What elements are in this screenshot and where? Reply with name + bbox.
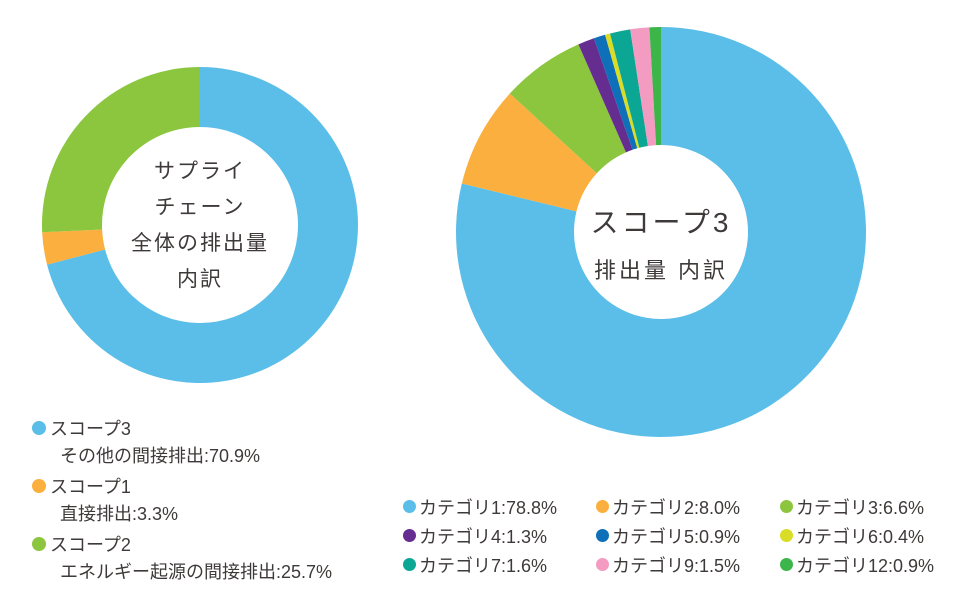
legend-color-dot xyxy=(780,500,793,513)
legend-color-dot xyxy=(596,500,609,513)
legend-label: カテゴリ4:1.3% xyxy=(419,526,548,547)
legend-detail: その他の間接排出:70.9% xyxy=(60,446,261,466)
donut-slice-2 xyxy=(42,229,106,265)
legend-item-カテゴリ1: カテゴリ1:78.8% xyxy=(403,492,596,521)
donut-slice-9 xyxy=(649,27,661,146)
legend-color-dot xyxy=(403,558,416,571)
donut-slice-1 xyxy=(456,27,867,437)
legend-label: スコープ1 xyxy=(50,476,131,497)
supply-chain-donut xyxy=(41,67,359,383)
legend-label: カテゴリ12:0.9% xyxy=(796,555,935,576)
legend-color-dot xyxy=(403,529,416,542)
legend-label: カテゴリ7:1.6% xyxy=(419,555,548,576)
legend-color-dot xyxy=(32,536,46,551)
donut-slice-8 xyxy=(630,27,657,146)
legend-label: スコープ2 xyxy=(50,534,131,555)
legend-item-カテゴリ6: カテゴリ6:0.4% xyxy=(780,521,934,550)
legend-detail: 直接排出:3.3% xyxy=(60,504,179,524)
legend-label: カテゴリ5:0.9% xyxy=(612,526,741,547)
scope3-legend: カテゴリ1:78.8% カテゴリ2:8.0% カテゴリ3:6.6% カテゴリ4:1.3… xyxy=(403,492,934,579)
donut-slice-5 xyxy=(593,34,638,150)
legend-color-dot xyxy=(596,558,609,571)
legend-color-dot xyxy=(780,529,793,542)
legend-label: カテゴリ1:78.8% xyxy=(419,497,558,518)
legend-label: カテゴリ3:6.6% xyxy=(796,497,925,518)
legend-label: カテゴリ2:8.0% xyxy=(612,497,741,518)
legend-color-dot xyxy=(32,420,46,435)
legend-item-カテゴリ9: カテゴリ9:1.5% xyxy=(596,550,780,579)
legend-item-カテゴリ2: カテゴリ2:8.0% xyxy=(596,492,780,521)
legend-color-dot xyxy=(403,500,416,513)
legend-item-カテゴリ7: カテゴリ7:1.6% xyxy=(403,550,596,579)
supply-chain-legend: スコープ3 その他の間接排出:70.9% スコープ1 直接排出:3.3% スコープ2 エネ… xyxy=(32,413,332,587)
legend-color-dot xyxy=(780,558,793,571)
legend-item-1: スコープ3 その他の間接排出:70.9% xyxy=(32,413,332,471)
donut-slice-1 xyxy=(47,67,359,383)
legend-label: カテゴリ9:1.5% xyxy=(612,555,741,576)
legend-item-カテゴリ12: カテゴリ12:0.9% xyxy=(780,550,934,579)
legend-label: スコープ3 xyxy=(50,418,131,439)
legend-item-カテゴリ4: カテゴリ4:1.3% xyxy=(403,521,596,550)
legend-item-title-row: スコープ2 xyxy=(32,529,332,558)
donut-slice-6 xyxy=(605,33,640,149)
donut-slice-4 xyxy=(578,38,633,153)
scope3-donut xyxy=(456,27,867,437)
legend-item-3: スコープ2 エネルギー起源の間接排出:25.7% xyxy=(32,529,332,587)
legend-item-title-row: スコープ1 xyxy=(32,471,332,500)
donut-slice-7 xyxy=(610,29,648,148)
donut-slice-2 xyxy=(461,93,597,212)
legend-item-2: スコープ1 直接排出:3.3% xyxy=(32,471,332,529)
legend-item-title-row: スコープ3 xyxy=(32,413,332,442)
legend-detail: エネルギー起源の間接排出:25.7% xyxy=(60,562,333,582)
donut-slice-3 xyxy=(509,44,626,174)
legend-color-dot xyxy=(596,529,609,542)
legend-color-dot xyxy=(32,478,46,493)
legend-item-カテゴリ5: カテゴリ5:0.9% xyxy=(596,521,780,550)
legend-item-カテゴリ3: カテゴリ3:6.6% xyxy=(780,492,934,521)
donut-slice-3 xyxy=(41,67,200,233)
legend-label: カテゴリ6:0.4% xyxy=(796,526,925,547)
